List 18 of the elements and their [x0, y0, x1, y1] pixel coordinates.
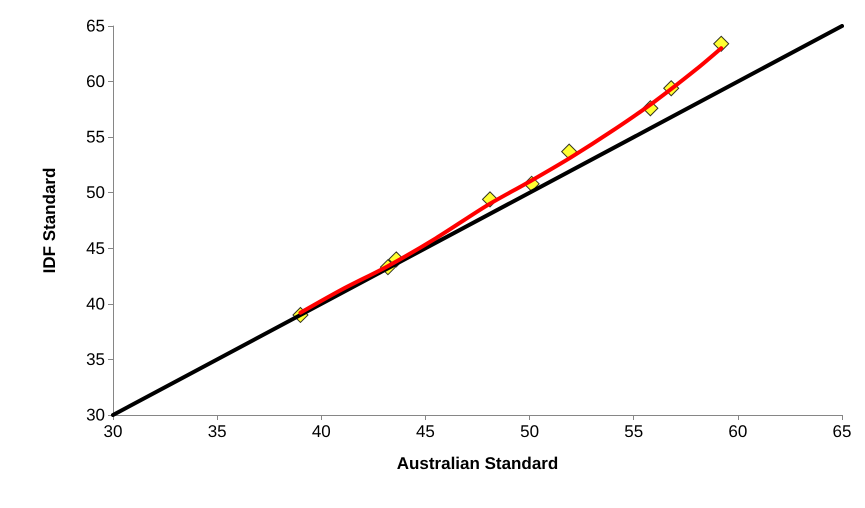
x-tick-label: 30 [104, 422, 122, 441]
x-tick-label: 35 [208, 422, 227, 441]
y-tick-label: 40 [86, 294, 105, 314]
y-tick-label: 45 [86, 238, 105, 258]
x-axis-title: Australian Standard [396, 454, 558, 473]
y-axis-title: IDF Standard [40, 168, 59, 274]
x-tick-label: 65 [832, 422, 852, 441]
y-tick-label: 60 [86, 72, 105, 92]
y-tick-label: 55 [86, 128, 105, 147]
y-tick-label: 50 [86, 183, 105, 202]
y-tick-label: 65 [86, 16, 105, 36]
y-tick-label: 35 [86, 350, 105, 369]
x-tick-label: 60 [728, 422, 748, 441]
x-tick-label: 55 [624, 422, 644, 441]
y-tick-label: 30 [86, 406, 105, 424]
x-tick-label: 50 [520, 422, 540, 441]
x-tick-label: 40 [312, 422, 331, 441]
x-tick-label: 45 [416, 422, 435, 441]
